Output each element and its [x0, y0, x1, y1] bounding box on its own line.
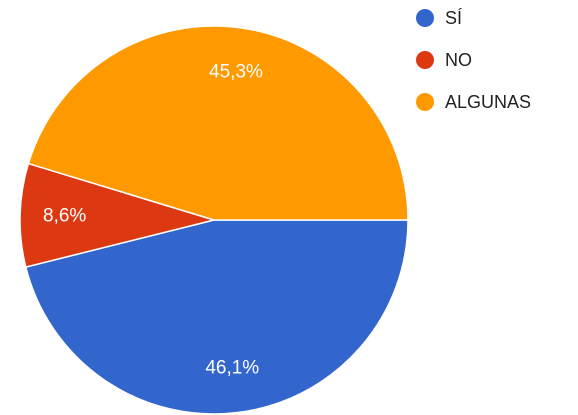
pie-slice [19, 162, 217, 268]
pie-slice [24, 219, 409, 415]
legend-swatch [416, 93, 434, 111]
legend-label: SÍ [445, 8, 462, 28]
legend-swatch [416, 51, 434, 69]
slice-label: 45,3% [209, 61, 263, 82]
legend-label: NO [445, 50, 472, 70]
slice-label: 8,6% [43, 205, 86, 226]
legend-label: ALGUNAS [445, 92, 531, 112]
legend-swatch [416, 9, 434, 27]
pie-slice [27, 25, 409, 221]
slice-label: 46,1% [205, 357, 259, 378]
